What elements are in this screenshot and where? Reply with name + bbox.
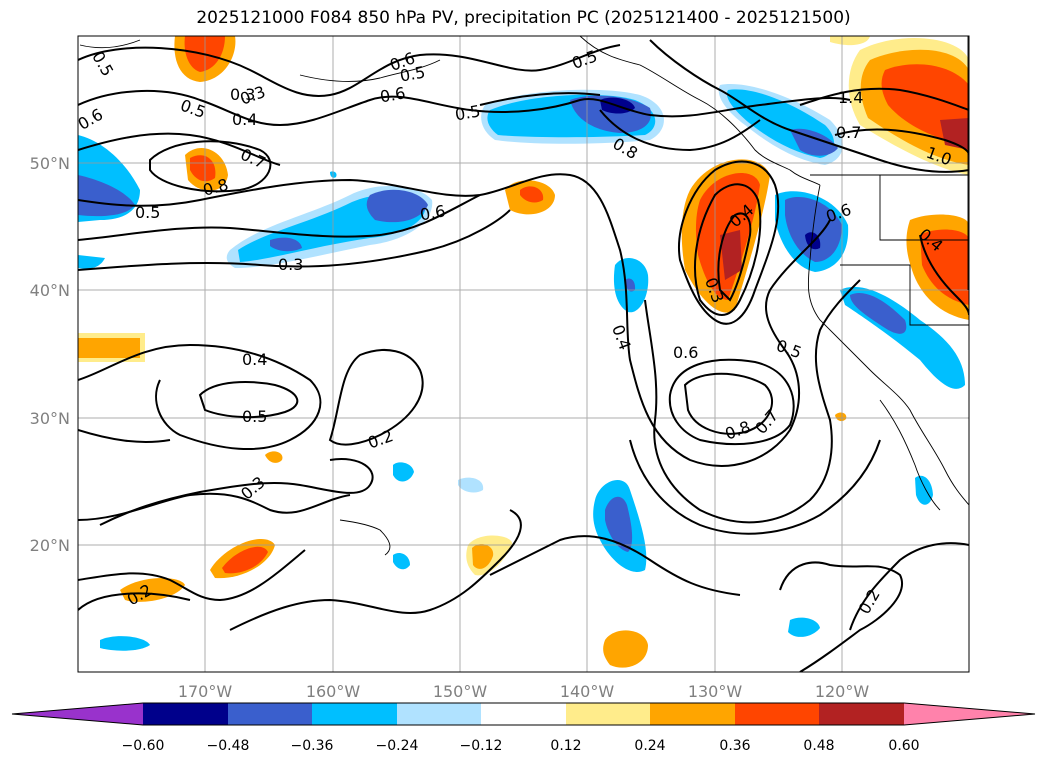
colorbar-bin [481,703,566,725]
colorbar-tick-label: −0.24 [376,738,419,754]
colorbar-bin [397,703,481,725]
contour-label: 0.3 [278,255,303,274]
map-title: 2025121000 F084 850 hPa PV, precipitatio… [196,8,851,28]
colorbar-outline [11,702,1036,726]
lon-label: 120°W [815,682,870,701]
pv-contours [78,39,969,672]
contour-label: 0.6 [673,343,698,362]
colorbar-bin [650,703,735,725]
colorbar-tick-label: −0.60 [122,738,165,754]
contour-label: 0.5 [398,62,426,85]
colorbar-bin [819,703,904,725]
contour-label: 0.6 [418,201,446,224]
contour-label: 1.4 [838,88,863,107]
contour-label: 0.5 [242,407,267,426]
colorbar-tick-label: 0.60 [888,738,919,754]
lon-tick-labels: 170°W 160°W 150°W 140°W 130°W 120°W [178,682,870,701]
map-frame [77,35,970,673]
colorbar-bin [143,703,228,725]
colorbar: −0.60 −0.48 −0.36 −0.24 −0.12 0.12 0.24 … [11,702,1036,754]
coastlines [79,36,969,556]
contour-label: 0.4 [232,110,257,129]
colorbar-bin [735,703,819,725]
lon-label: 140°W [560,682,615,701]
precip-shading [78,36,969,668]
colorbar-bin [566,703,650,725]
colorbar-bin [228,703,312,725]
contour-label: 0.7 [836,123,861,142]
contour-label: 0.5 [453,101,481,124]
colorbar-tick-label: 0.36 [719,738,750,754]
colorbar-tick-label: −0.12 [460,738,503,754]
lat-label: 50°N [30,154,70,173]
colorbar-extend-low [12,703,143,725]
colorbar-tick-label: 0.48 [803,738,834,754]
lat-label: 20°N [30,536,70,555]
lat-label: 30°N [30,409,70,428]
lon-label: 130°W [688,682,743,701]
lon-label: 150°W [433,682,488,701]
contour-label: 0.6 [378,83,406,106]
lat-tick-labels: 50°N 40°N 30°N 20°N [30,154,70,555]
lon-label: 160°W [306,682,361,701]
colorbar-tick-label: 0.12 [550,738,581,754]
lat-label: 40°N [30,281,70,300]
colorbar-tick-label: −0.36 [291,738,334,754]
lon-label: 170°W [178,682,233,701]
map-canvas: 0.5 0.3 0.4 0.5 0.6 0.7 0.8 0.5 0.6 0.5 … [78,36,969,672]
colorbar-extend-high [904,703,1035,725]
contour-label: 0.5 [135,203,160,222]
contour-label: 0.3 [230,85,255,104]
contour-label: 0.4 [242,350,267,369]
colorbar-bin [312,703,397,725]
colorbar-tick-label: 0.24 [634,738,665,754]
colorbar-tick-label: −0.48 [207,738,250,754]
